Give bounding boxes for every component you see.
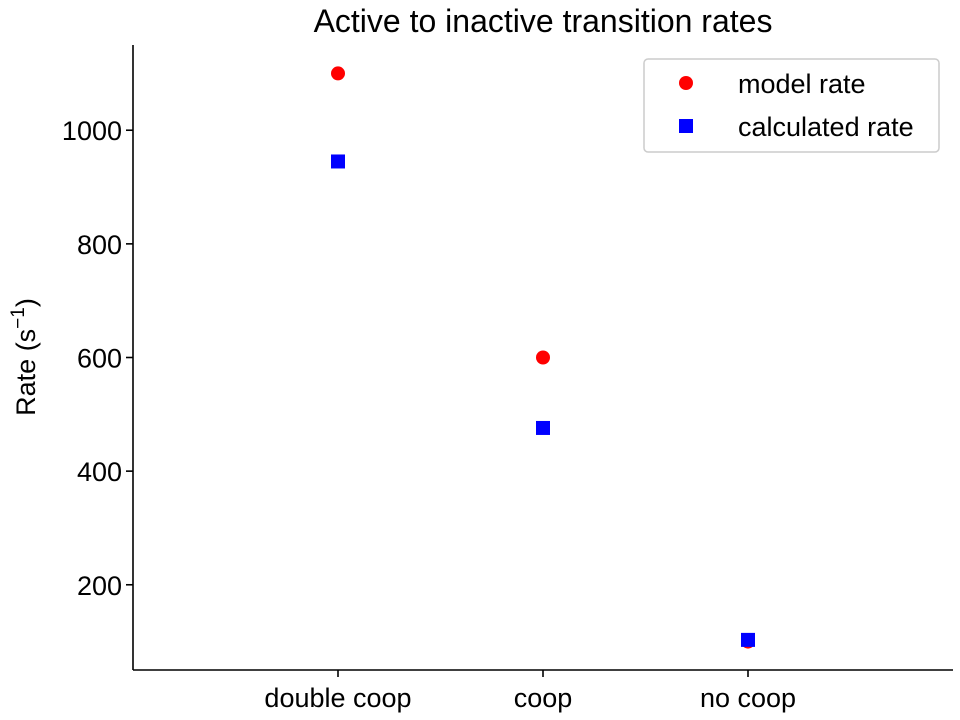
y-axis-label-close: )	[11, 298, 41, 307]
point-calculated-rate	[331, 154, 345, 169]
y-axis-label-superscript: −1	[8, 307, 29, 329]
point-calculated-rate	[536, 420, 550, 435]
point-calculated-rate	[741, 632, 755, 647]
y-tick-label: 400	[77, 457, 122, 487]
legend-label-model-rate: model rate	[738, 69, 866, 99]
y-tick-label: 1000	[62, 116, 122, 146]
x-tick-label: coop	[514, 683, 573, 713]
x-axis-ticks: double coop coop no coop	[264, 670, 796, 713]
legend-box	[643, 58, 940, 153]
y-axis-label-main: Rate (s	[11, 329, 41, 416]
y-axis-label: Rate (s−1)	[8, 298, 41, 416]
y-tick-label: 200	[77, 571, 122, 601]
x-tick-label: no coop	[700, 683, 796, 713]
y-tick-label: 800	[77, 230, 122, 260]
y-axis-ticks: 200 400 600 800 1000	[62, 116, 133, 601]
chart-title: Active to inactive transition rates	[314, 3, 773, 39]
legend: model rate calculated rate	[643, 58, 940, 153]
y-tick-label: 600	[77, 344, 122, 374]
point-model-rate	[331, 66, 345, 81]
data-points	[331, 66, 755, 649]
x-tick-label: double coop	[264, 683, 411, 713]
legend-label-calculated-rate: calculated rate	[738, 112, 914, 142]
legend-marker-calculated-rate	[679, 119, 693, 133]
legend-marker-model-rate	[679, 76, 693, 90]
point-model-rate	[536, 350, 550, 365]
